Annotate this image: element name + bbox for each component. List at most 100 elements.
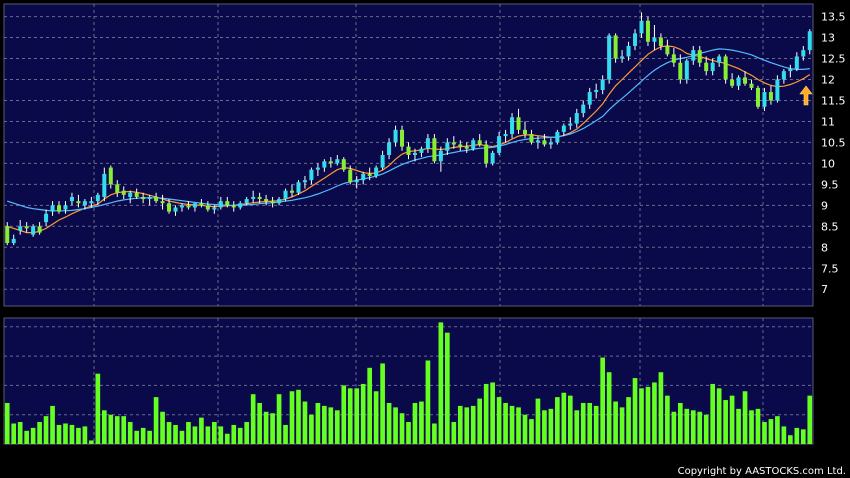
candle-body bbox=[561, 125, 566, 132]
candle bbox=[620, 50, 625, 63]
volume-bar bbox=[762, 422, 767, 444]
volume-bar bbox=[56, 424, 62, 444]
volume-bar bbox=[548, 408, 554, 444]
volume-bar bbox=[613, 401, 618, 444]
candle bbox=[529, 129, 534, 145]
volume-bar bbox=[244, 422, 250, 444]
candle bbox=[710, 58, 715, 76]
candle bbox=[380, 150, 385, 170]
candle bbox=[691, 45, 696, 65]
candle bbox=[697, 45, 702, 67]
candle-body bbox=[801, 50, 806, 57]
candle-body bbox=[380, 155, 385, 168]
candle-body bbox=[665, 45, 670, 55]
candle-body bbox=[788, 69, 793, 72]
candle bbox=[775, 75, 780, 103]
volume-bar bbox=[736, 408, 741, 444]
candle-body bbox=[95, 194, 100, 202]
volume-bar bbox=[425, 360, 431, 444]
candle-body bbox=[89, 201, 94, 204]
candle bbox=[251, 190, 256, 204]
volume-bar bbox=[315, 402, 321, 444]
volume-bar bbox=[606, 372, 612, 444]
candle-body bbox=[367, 173, 372, 176]
price-y-tick-label: 13 bbox=[821, 32, 835, 45]
candle bbox=[671, 48, 676, 67]
candle bbox=[801, 45, 806, 61]
candle bbox=[684, 58, 689, 84]
candle-body bbox=[678, 62, 683, 80]
candle-body bbox=[212, 207, 217, 210]
volume-bar bbox=[153, 397, 159, 444]
volume-bar bbox=[645, 386, 651, 444]
volume-bar bbox=[632, 378, 638, 444]
candle-body bbox=[516, 117, 521, 130]
price-y-tick-label: 8 bbox=[821, 241, 828, 254]
candle bbox=[781, 69, 786, 84]
candle-body bbox=[11, 238, 16, 244]
volume-bar bbox=[341, 385, 347, 444]
candle-body bbox=[542, 140, 547, 145]
volume-bar bbox=[451, 422, 457, 444]
volume-bar bbox=[179, 430, 185, 444]
candle bbox=[354, 175, 359, 189]
volume-bar bbox=[567, 395, 573, 444]
candle-body bbox=[374, 167, 379, 176]
candle-body bbox=[393, 129, 398, 143]
candle-body bbox=[147, 196, 152, 200]
candle-body bbox=[328, 161, 333, 164]
candle bbox=[762, 87, 767, 111]
volume-bar bbox=[50, 405, 55, 444]
volume-bar bbox=[263, 411, 269, 444]
candle-body bbox=[115, 184, 120, 193]
candle bbox=[277, 196, 282, 206]
volume-bar bbox=[399, 413, 405, 444]
candle-body bbox=[264, 199, 269, 202]
candle-body bbox=[652, 37, 657, 42]
candle bbox=[768, 85, 773, 105]
volume-bar bbox=[24, 430, 29, 444]
volume-bar bbox=[160, 411, 165, 444]
volume-bar bbox=[490, 382, 495, 444]
candle bbox=[154, 192, 159, 204]
candle-body bbox=[510, 117, 515, 135]
candle-body bbox=[781, 71, 786, 80]
volume-bar bbox=[276, 394, 282, 444]
volume-bar bbox=[671, 411, 677, 444]
volume-bar bbox=[529, 419, 534, 444]
candle bbox=[451, 136, 456, 149]
candle bbox=[24, 222, 29, 233]
candle bbox=[108, 165, 113, 189]
candle bbox=[296, 180, 301, 195]
candle bbox=[393, 125, 398, 147]
volume-bar bbox=[134, 430, 140, 444]
volume-bar bbox=[76, 427, 81, 444]
candle bbox=[115, 180, 120, 197]
candle bbox=[626, 41, 631, 61]
candle-body bbox=[471, 140, 476, 149]
candle bbox=[341, 157, 346, 172]
volume-bar bbox=[749, 410, 754, 444]
volume-bar bbox=[768, 419, 774, 444]
candle-body bbox=[309, 169, 314, 181]
volume-bar bbox=[729, 395, 735, 444]
price-y-tick-label: 7 bbox=[821, 283, 828, 296]
candle-body bbox=[568, 123, 573, 126]
candle bbox=[309, 167, 314, 185]
candle-body bbox=[69, 196, 74, 202]
candle-body bbox=[620, 56, 625, 59]
candle-body bbox=[451, 142, 456, 145]
candle-body bbox=[658, 37, 663, 46]
volume-bar bbox=[309, 414, 314, 444]
candle-body bbox=[691, 50, 696, 61]
candle-body bbox=[348, 169, 353, 183]
volume-bar bbox=[186, 422, 191, 444]
volume-bar bbox=[69, 424, 75, 444]
volume-bar bbox=[121, 416, 127, 444]
candle-body bbox=[671, 54, 676, 63]
candle-body bbox=[412, 152, 417, 155]
candle bbox=[743, 71, 748, 86]
candle-body bbox=[244, 199, 249, 204]
candle-body bbox=[63, 205, 68, 210]
volume-bar bbox=[173, 424, 178, 444]
